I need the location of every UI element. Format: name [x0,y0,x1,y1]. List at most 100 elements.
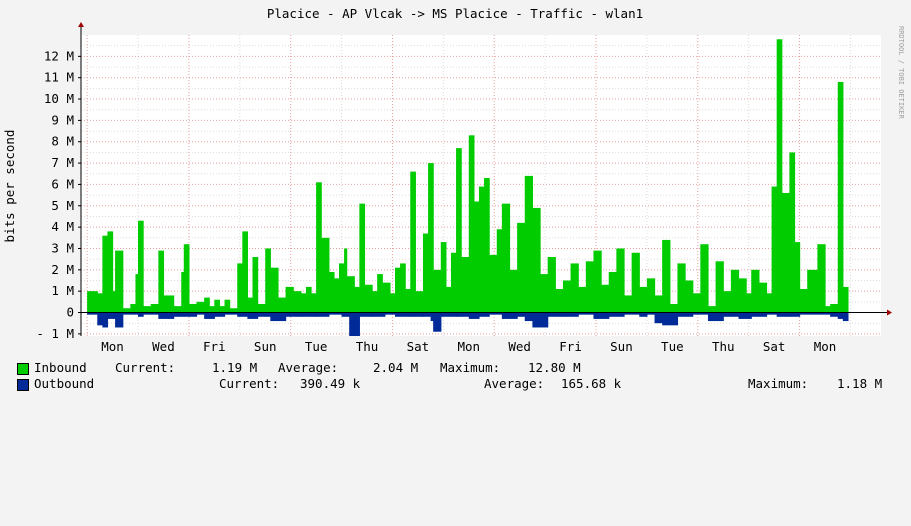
outbound-bar [692,312,709,315]
inbound-bar [461,257,470,313]
outbound-bar [341,312,350,317]
outbound-bar [372,312,386,317]
outbound-bar [842,312,849,322]
inbound-bar [730,269,740,313]
outbound-bar [433,312,442,332]
y-tick-label: - 1 M [36,326,74,341]
x-tick-label: Fri [559,339,582,354]
inbound-bar [781,192,790,313]
inbound-bar [102,235,109,313]
outbound-bar [608,312,625,317]
inbound-bar [188,303,198,313]
inbound-bar [723,291,732,313]
inbound-bar [305,286,312,313]
x-tick-label: Mon [814,339,837,354]
outbound-current-label: Current: [219,376,280,391]
inbound-bar [685,280,694,313]
inbound-bar [776,39,783,313]
inbound-bar [405,289,411,313]
inbound-bar [339,263,345,313]
outbound-bar [224,312,238,315]
outbound-bar [394,312,411,317]
y-axis-label: bits per second [2,130,17,243]
inbound-bar [122,308,131,313]
inbound-bar [158,250,165,313]
inbound-bar [562,280,572,313]
outbound-bar [639,312,648,317]
x-tick-label: Sun [254,339,277,354]
outbound-current-value: 390.49 k [300,376,361,391]
x-tick-label: Sat [407,339,430,354]
inbound-bar [738,278,747,313]
inbound-bar [163,295,175,313]
inbound-bar [344,248,348,313]
outbound-bar [410,312,424,317]
inbound-bar [359,203,366,313]
inbound-bar [489,254,498,313]
outbound-bar [430,312,434,322]
outbound-bar [328,312,343,315]
inbound-bar [196,301,205,313]
outbound-legend-name: Outbound [34,376,95,391]
inbound-bar [830,303,839,313]
outbound-bar [214,312,226,317]
inbound-bar [285,286,294,313]
outbound-bar [677,312,694,317]
outbound-bar [204,312,215,319]
outbound-bar [578,312,595,315]
y-tick-label: 5 M [51,198,74,213]
y-tick-label: 3 M [51,240,74,255]
y-tick-label: 1 M [51,283,74,298]
inbound-bar [97,293,103,313]
inbound-bar [524,175,533,313]
x-tick-label: Thu [712,339,735,354]
y-tick-label: 2 M [51,262,74,277]
inbound-bar [277,297,287,313]
outbound-bar [316,312,330,317]
outbound-bar [830,312,839,317]
outbound-swatch [17,379,29,391]
outbound-bar [300,312,317,317]
inbound-bar [766,293,773,313]
inbound-bar [87,291,98,313]
inbound-bar [509,269,518,313]
inbound-bar [794,242,801,313]
inbound-bar [270,267,279,313]
y-tick-label: 12 M [44,48,74,63]
outbound-maximum-value: 1.18 M [837,376,883,391]
inbound-bar [247,297,254,313]
inbound-bar [501,203,511,313]
outbound-bar [183,312,198,317]
inbound-bar [468,135,475,313]
inbound-bar [311,293,317,313]
outbound-bar [270,312,287,322]
x-tick-label: Thu [356,339,379,354]
inbound-bar [137,220,144,313]
inbound-bar [265,248,271,313]
outbound-bar [766,312,778,315]
x-axis-arrow [887,309,892,316]
inbound-bar [115,250,124,313]
inbound-average-label: Average: [278,360,339,375]
outbound-bar [501,312,518,319]
inbound-bar [181,271,185,313]
inbound-bar [601,284,610,313]
inbound-bar [415,291,424,313]
inbound-bar [389,293,396,313]
inbound-legend-name: Inbound [34,360,87,375]
y-tick-label: 9 M [51,112,74,127]
inbound-current-label: Current: [115,360,176,375]
outbound-bar [384,312,396,315]
outbound-bar [517,312,526,317]
inbound-bar [478,186,485,313]
y-tick-label: 10 M [44,91,74,106]
outbound-bar [107,312,116,319]
y-tick-label: 6 M [51,176,74,191]
inbound-bar [540,274,549,313]
inbound-bar [555,289,564,313]
inbound-bar [372,291,378,313]
inbound-maximum-value: 12.80 M [528,360,581,375]
x-tick-label: Wed [152,339,175,354]
x-tick-labels: Mon Wed Fri Sun Tue Thu Sat Mon Wed Fri Sun Tue Thu S… [101,339,836,354]
inbound-bar [112,291,116,313]
